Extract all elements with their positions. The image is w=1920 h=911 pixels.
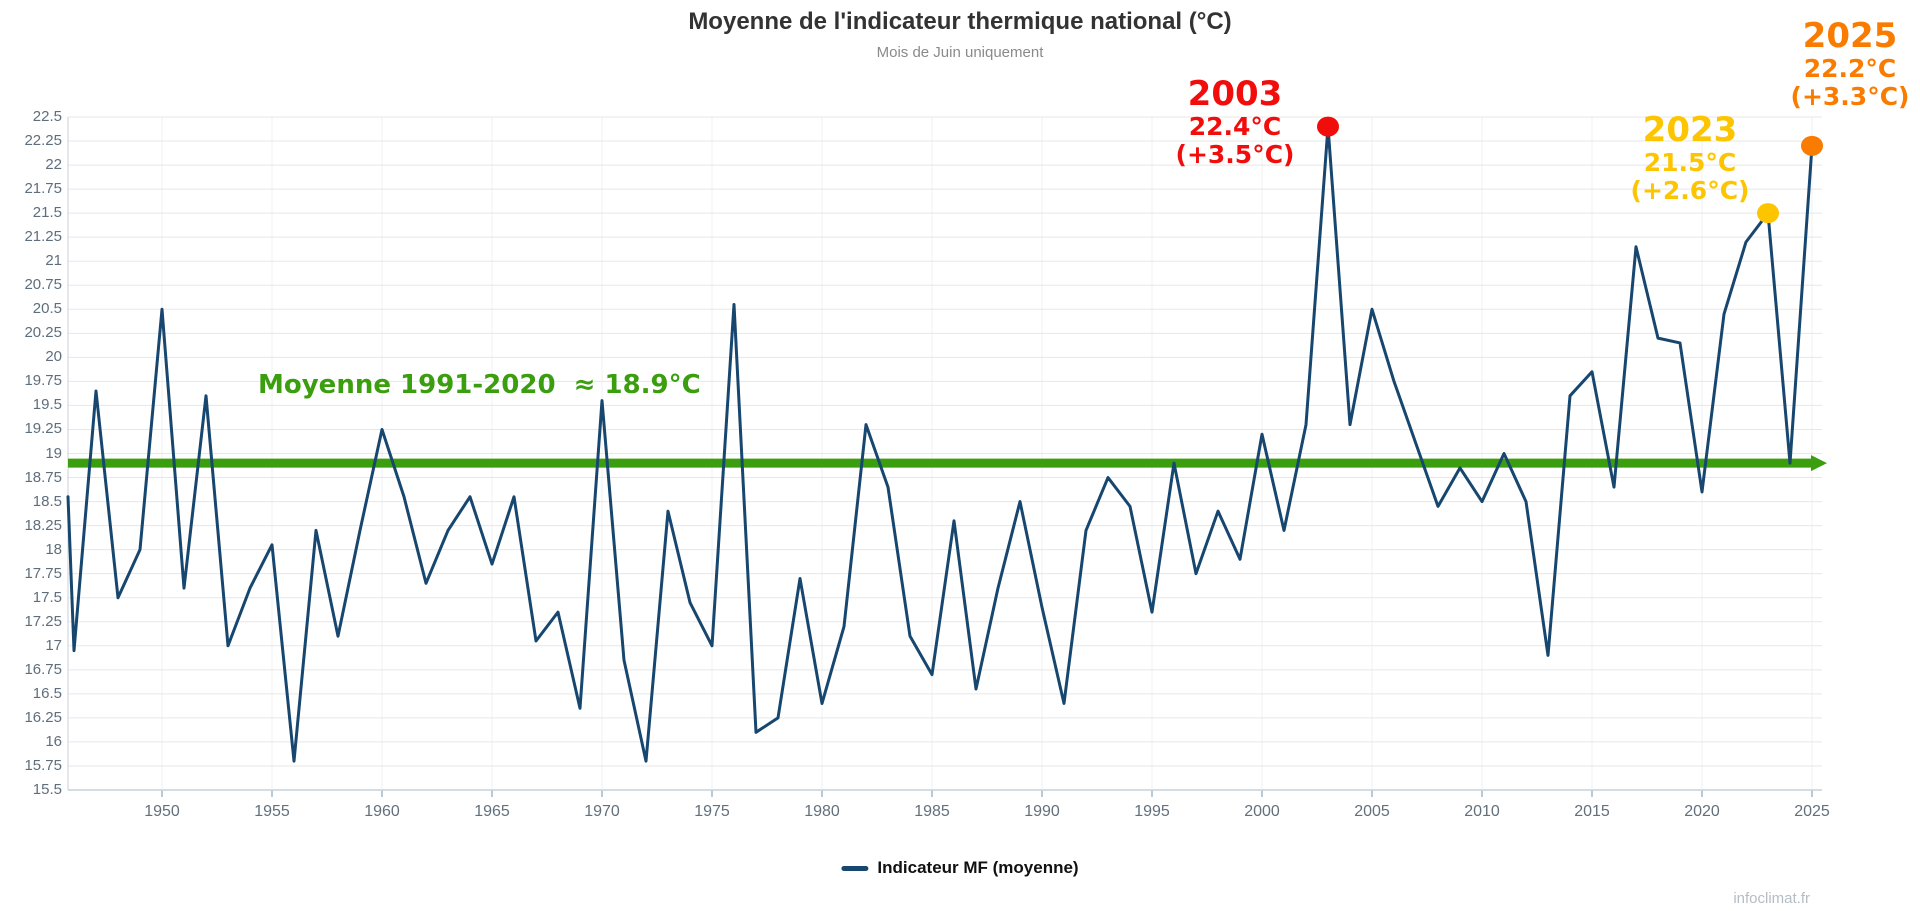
y-axis-label: 17.25 — [24, 612, 62, 630]
annotation-2003-anomaly: (+3.5°C) — [1175, 140, 1295, 169]
legend-item-indicateur-mf[interactable]: Indicateur MF (moyenne) — [841, 858, 1079, 878]
y-axis-label: 15.5 — [32, 781, 62, 798]
watermark-infoclimat: infoclimat.fr — [1733, 890, 1810, 907]
x-axis-label: 1955 — [254, 803, 290, 820]
y-axis-label: 16 — [45, 732, 62, 750]
y-axis-label: 20.5 — [32, 300, 62, 318]
y-axis-label: 18.25 — [24, 516, 62, 534]
y-axis-label: 18 — [45, 540, 62, 558]
annotation-2025: 2025 22.2°C (+3.3°C) — [1785, 18, 1915, 111]
highlight-dot-2003[interactable] — [1317, 116, 1339, 137]
y-axis-label: 21.75 — [24, 180, 62, 198]
x-axis-label: 1960 — [364, 803, 400, 820]
x-axis-label: 1985 — [914, 803, 950, 820]
y-axis-label: 19.75 — [24, 372, 62, 390]
annotation-2023: 2023 21.5°C (+2.6°C) — [1580, 112, 1800, 205]
x-axis-label: 1980 — [804, 803, 840, 820]
temperature-line[interactable] — [66, 125, 1814, 763]
y-axis-label: 22 — [45, 156, 62, 174]
x-axis-label: 2010 — [1464, 803, 1500, 820]
y-axis-label: 20 — [45, 348, 62, 366]
x-axis-label: 2025 — [1794, 803, 1830, 820]
x-axis-label: 1965 — [474, 803, 510, 820]
annotation-2025-year: 2025 — [1802, 16, 1898, 56]
y-axis-label: 19.25 — [24, 420, 62, 438]
y-axis-label: 17.75 — [24, 564, 62, 582]
y-axis-label: 19.5 — [32, 396, 62, 414]
annotation-2025-temp: 22.2°C — [1803, 54, 1897, 83]
annotation-2023-anomaly: (+2.6°C) — [1630, 176, 1750, 205]
baseline-annotation: Moyenne 1991-2020 ≈ 18.9°C — [258, 370, 701, 400]
chart-title: Moyenne de l'indicateur thermique nation… — [688, 8, 1232, 35]
legend-label: Indicateur MF (moyenne) — [877, 858, 1079, 877]
y-axis-label: 18.75 — [24, 468, 62, 486]
legend-line-swatch — [841, 865, 869, 871]
y-axis-label: 18.5 — [32, 492, 62, 510]
y-axis-label: 17 — [45, 636, 62, 654]
x-axis-label: 1995 — [1134, 803, 1170, 820]
y-axis-label: 21.5 — [32, 204, 62, 222]
x-axis-label: 1990 — [1024, 803, 1060, 820]
y-axis-label: 17.5 — [32, 588, 62, 606]
annotation-2023-year: 2023 — [1642, 110, 1738, 150]
annotation-2003-temp: 22.4°C — [1188, 112, 1282, 141]
y-axis-label: 21.25 — [24, 228, 62, 246]
x-axis-label: 1950 — [144, 803, 180, 820]
y-axis-label: 16.5 — [32, 684, 62, 702]
x-axis-label: 2015 — [1574, 803, 1610, 820]
annotation-2003-year: 2003 — [1187, 74, 1283, 114]
x-axis-label: 2020 — [1684, 803, 1720, 820]
x-axis-label: 1970 — [584, 803, 620, 820]
highlight-dot-2025[interactable] — [1801, 135, 1823, 156]
y-axis-label: 19 — [45, 444, 62, 462]
y-axis-label: 22.25 — [24, 132, 62, 150]
x-axis-label: 2005 — [1354, 803, 1390, 820]
x-axis-label: 2000 — [1244, 803, 1280, 820]
y-axis-label: 22.5 — [32, 108, 62, 125]
annotation-2003: 2003 22.4°C (+3.5°C) — [1125, 76, 1345, 169]
annotation-2025-anomaly: (+3.3°C) — [1790, 82, 1910, 111]
x-axis-label: 1975 — [694, 803, 730, 820]
y-axis-label: 20.25 — [24, 324, 62, 342]
y-axis-label: 16.75 — [24, 660, 62, 678]
baseline-arrowhead — [1811, 455, 1827, 472]
chart-subtitle: Mois de Juin uniquement — [876, 44, 1044, 61]
y-axis-label: 21 — [45, 252, 62, 270]
y-axis-label: 15.75 — [24, 756, 62, 774]
highlight-dot-2023[interactable] — [1757, 203, 1779, 224]
annotation-2023-temp: 21.5°C — [1643, 148, 1737, 177]
y-axis-label: 16.25 — [24, 708, 62, 726]
y-axis-label: 20.75 — [24, 276, 62, 294]
